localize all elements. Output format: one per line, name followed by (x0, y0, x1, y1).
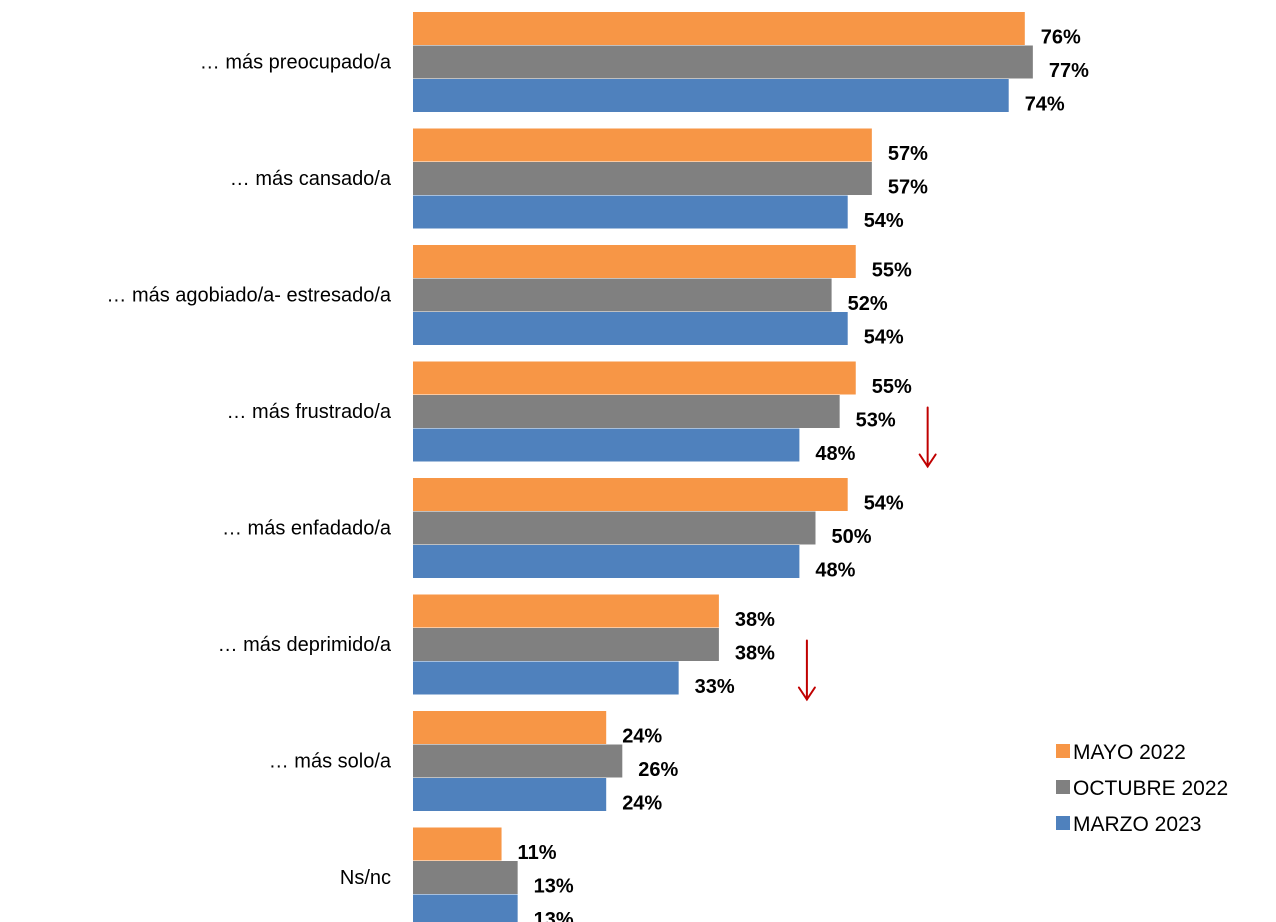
bar-mayo-2022-mas-solo-a (413, 711, 607, 744)
bar-mayo-2022-mas-preocupado-a (413, 12, 1025, 45)
legend: MAYO 2022 OCTUBRE 2022 MARZO 2023 (1056, 741, 1228, 836)
bar-mayo-2022-mas-cansado-a (413, 128, 872, 162)
bar-octubre-2022-mas-enfadado-a (413, 511, 816, 545)
value-label-octubre-2022-mas-preocupado-a: 77% (1049, 60, 1089, 82)
bar-marzo-2023-mas-frustrado-a (413, 428, 800, 462)
bar-marzo-2023-mas-enfadado-a (413, 545, 800, 578)
down-arrow-icon (918, 406, 937, 469)
legend-item-mayo-2022: MAYO 2022 (1056, 741, 1186, 764)
bar-octubre-2022-mas-cansado-a (413, 162, 872, 195)
value-label-octubre-2022-ns-nc: 13% (534, 876, 574, 898)
legend-label: OCTUBRE 2022 (1073, 777, 1228, 800)
legend-swatch (1056, 744, 1070, 758)
value-label-mayo-2022-mas-enfadado-a: 54% (864, 493, 904, 515)
category-label-ns-nc: Ns/nc (340, 867, 391, 889)
category-label-mas-agobiado-a-estresado-a: … más agobiado/a- estresado/a (106, 285, 391, 307)
category-label-mas-solo-a: … más solo/a (269, 751, 392, 773)
value-label-mayo-2022-mas-cansado-a: 57% (888, 143, 928, 165)
legend-label: MARZO 2023 (1073, 813, 1201, 836)
bar-marzo-2023-mas-cansado-a (413, 195, 848, 229)
bar-mayo-2022-mas-agobiado-a-estresado-a (413, 245, 856, 278)
bar-marzo-2023-mas-preocupado-a (413, 79, 1009, 112)
legend-item-octubre-2022: OCTUBRE 2022 (1056, 777, 1228, 800)
bar-octubre-2022-ns-nc (413, 861, 518, 894)
bar-mayo-2022-mas-frustrado-a (413, 361, 856, 395)
value-label-mayo-2022-mas-agobiado-a-estresado-a: 55% (872, 260, 912, 282)
legend-label: MAYO 2022 (1073, 741, 1186, 764)
bar-octubre-2022-mas-agobiado-a-estresado-a (413, 278, 832, 312)
value-label-octubre-2022-mas-deprimido-a: 38% (735, 643, 775, 665)
value-label-octubre-2022-mas-solo-a: 26% (638, 759, 678, 781)
value-label-marzo-2023-mas-agobiado-a-estresado-a: 54% (864, 327, 904, 349)
down-arrow-icon (797, 639, 816, 702)
bar-marzo-2023-ns-nc (413, 894, 518, 922)
value-label-mayo-2022-mas-solo-a: 24% (622, 726, 662, 748)
value-label-mayo-2022-mas-frustrado-a: 55% (872, 376, 912, 398)
bar-marzo-2023-mas-solo-a (413, 778, 607, 811)
bar-octubre-2022-mas-solo-a (413, 744, 623, 778)
value-label-marzo-2023-ns-nc: 13% (534, 909, 574, 922)
value-label-octubre-2022-mas-agobiado-a-estresado-a: 52% (848, 293, 888, 315)
legend-item-marzo-2023: MARZO 2023 (1056, 813, 1201, 836)
bar-octubre-2022-mas-frustrado-a (413, 395, 840, 428)
value-label-marzo-2023-mas-solo-a: 24% (622, 793, 662, 815)
value-label-marzo-2023-mas-enfadado-a: 48% (815, 560, 855, 582)
value-label-mayo-2022-mas-deprimido-a: 38% (735, 609, 775, 631)
legend-swatch (1056, 816, 1070, 830)
bar-marzo-2023-mas-agobiado-a-estresado-a (413, 312, 848, 345)
legend-swatch (1056, 780, 1070, 794)
bar-mayo-2022-mas-deprimido-a (413, 594, 719, 628)
category-label-mas-deprimido-a: … más deprimido/a (218, 634, 392, 656)
bars-layer (413, 12, 1033, 922)
category-label-mas-preocupado-a: … más preocupado/a (200, 52, 392, 74)
value-label-marzo-2023-mas-deprimido-a: 33% (695, 676, 735, 698)
value-label-octubre-2022-mas-cansado-a: 57% (888, 177, 928, 199)
category-label-mas-cansado-a: … más cansado/a (230, 168, 392, 190)
category-label-mas-enfadado-a: … más enfadado/a (222, 518, 392, 540)
value-label-octubre-2022-mas-frustrado-a: 53% (856, 410, 896, 432)
bar-octubre-2022-mas-preocupado-a (413, 45, 1033, 79)
value-label-marzo-2023-mas-cansado-a: 54% (864, 210, 904, 232)
labels-layer: … más preocupado/a 76% 77% 74% … más cansado… (106, 27, 1089, 922)
category-label-mas-frustrado-a: … más frustrado/a (226, 401, 391, 423)
bar-octubre-2022-mas-deprimido-a (413, 628, 719, 661)
value-label-mayo-2022-mas-preocupado-a: 76% (1041, 27, 1081, 49)
bar-marzo-2023-mas-deprimido-a (413, 661, 679, 695)
value-label-marzo-2023-mas-preocupado-a: 74% (1025, 94, 1065, 116)
value-label-marzo-2023-mas-frustrado-a: 48% (815, 443, 855, 465)
bar-mayo-2022-mas-enfadado-a (413, 478, 848, 511)
value-label-octubre-2022-mas-enfadado-a: 50% (832, 526, 872, 548)
value-label-mayo-2022-ns-nc: 11% (518, 842, 557, 864)
bar-mayo-2022-ns-nc (413, 827, 502, 861)
annotations-layer (797, 406, 937, 702)
